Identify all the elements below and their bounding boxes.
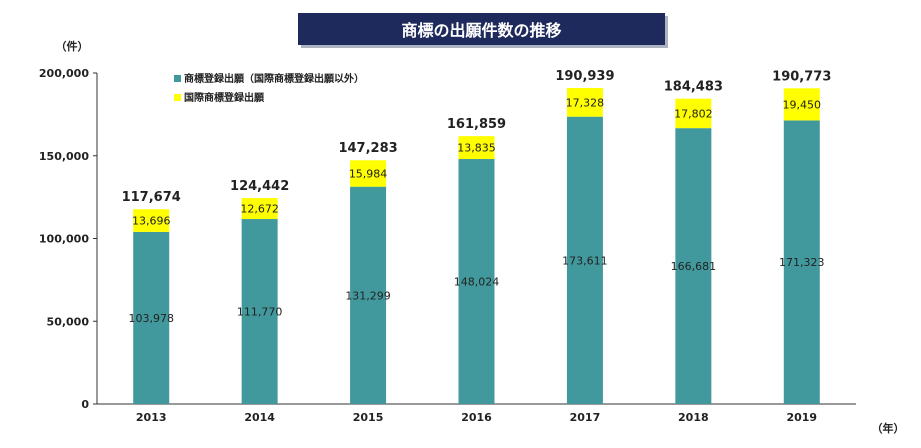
bar-domestic-2016 [458, 159, 495, 404]
y-tick-label: 50,000 [47, 315, 90, 328]
data-label-international: 15,984 [349, 167, 388, 180]
bar-international-2019 [783, 88, 820, 121]
data-label-domestic: 166,681 [671, 260, 717, 273]
data-label-total: 161,859 [447, 117, 506, 132]
data-label-domestic: 173,611 [562, 254, 608, 267]
data-label-international: 17,328 [566, 96, 605, 109]
x-tick-label: 2019 [786, 411, 817, 424]
y-tick-label: 200,000 [39, 67, 89, 80]
x-tick-label: 2018 [678, 411, 709, 424]
legend-swatch-domestic [174, 75, 181, 82]
data-label-international: 19,450 [783, 98, 822, 111]
bar-domestic-2019 [783, 120, 820, 404]
data-label-domestic: 111,770 [237, 306, 283, 319]
data-label-total: 117,674 [122, 190, 181, 205]
bar-domestic-2014 [241, 219, 278, 404]
bar-domestic-2018 [675, 128, 712, 404]
data-label-international: 13,835 [457, 142, 496, 155]
data-label-domestic: 131,299 [345, 289, 391, 302]
bar-international-2014 [241, 198, 278, 220]
bar-domestic-2015 [350, 186, 387, 404]
x-axis-unit-label: （年） [872, 421, 905, 435]
y-axis-unit-label: （件） [56, 39, 89, 53]
x-tick-label: 2015 [353, 411, 384, 424]
bar-international-2013 [133, 209, 170, 232]
x-tick-label: 2017 [570, 411, 601, 424]
bar-international-2015 [350, 160, 387, 187]
x-tick-label: 2013 [136, 411, 167, 424]
bar-domestic-2017 [566, 116, 603, 404]
data-label-international: 12,672 [240, 203, 279, 216]
data-label-total: 124,442 [230, 179, 289, 194]
legend-label-domestic: 商標登録出願（国際商標登録出願以外） [184, 72, 364, 85]
data-label-total: 190,773 [772, 69, 831, 84]
data-label-total: 190,939 [555, 69, 614, 84]
data-label-total: 184,483 [664, 80, 723, 95]
x-tick-label: 2016 [461, 411, 492, 424]
bar-international-2016 [458, 136, 495, 160]
data-label-total: 147,283 [338, 141, 397, 156]
data-label-domestic: 148,024 [454, 276, 500, 289]
bar-domestic-2013 [133, 231, 170, 404]
data-label-international: 13,696 [132, 215, 171, 228]
y-tick-label: 100,000 [39, 233, 89, 246]
y-tick-label: 0 [81, 398, 89, 411]
legend-label-international: 国際商標登録出願 [184, 91, 265, 104]
legend-swatch-international [174, 94, 181, 101]
data-label-international: 17,802 [674, 107, 713, 120]
bar-international-2018 [675, 98, 712, 129]
y-tick-label: 150,000 [39, 150, 89, 163]
data-label-domestic: 103,978 [128, 312, 174, 325]
bar-international-2017 [566, 87, 603, 117]
x-tick-label: 2014 [244, 411, 275, 424]
data-label-domestic: 171,323 [779, 256, 825, 269]
chart-title: 商標の出願件数の推移 [298, 13, 665, 45]
